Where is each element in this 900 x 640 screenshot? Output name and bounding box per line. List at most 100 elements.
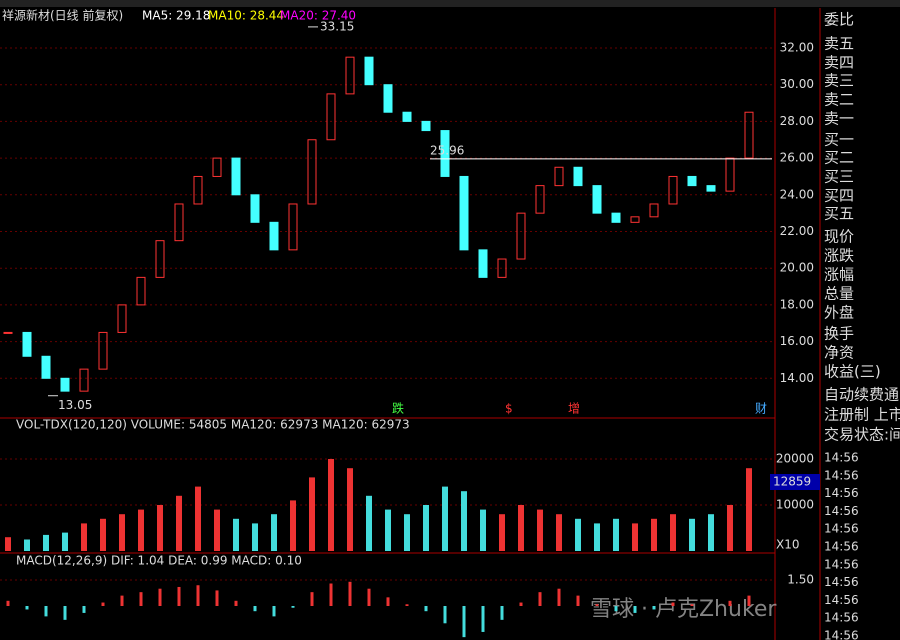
- event-marker: 增: [568, 402, 580, 416]
- candle: [744, 111, 754, 159]
- volume-bar: [5, 537, 11, 551]
- volume-bar: [518, 505, 524, 551]
- macd-bar: [272, 606, 276, 617]
- volume-title: VOL-TDX(120,120) VOLUME: 54805 MA120: 62…: [16, 418, 410, 432]
- volume-bar: [670, 514, 676, 551]
- macd-tick-label: 1.50: [787, 573, 814, 587]
- price-tick-label: 30.00: [780, 77, 814, 91]
- macd-bar: [538, 592, 542, 606]
- macd-bar: [576, 595, 580, 606]
- candle: [687, 175, 697, 187]
- macd-bar: [234, 600, 238, 606]
- side-label: 买四: [824, 187, 854, 205]
- candle: [478, 249, 488, 278]
- macd-bar: [139, 592, 143, 606]
- macd-bar: [462, 606, 466, 638]
- volume-bar: [385, 509, 391, 551]
- volume-bar: [404, 514, 410, 551]
- candle: [706, 185, 716, 192]
- side-label: 卖二: [824, 91, 854, 109]
- candle: [497, 258, 507, 278]
- low-label: 13.05: [58, 398, 92, 412]
- candle: [79, 368, 89, 392]
- side-label: 涨跌: [824, 247, 854, 265]
- candle: [22, 331, 32, 357]
- volume-bar: [480, 509, 486, 551]
- candle: [554, 166, 564, 187]
- volume-box: [770, 474, 820, 490]
- macd-bar: [120, 595, 124, 606]
- volume-bar: [309, 477, 315, 551]
- side-label: 注册制 上市: [824, 406, 900, 424]
- time-label: 14:56: [824, 575, 859, 589]
- volume-bar: [195, 486, 201, 551]
- macd-bar: [348, 581, 352, 606]
- macd-title: MACD(12,26,9) DIF: 1.04 DEA: 0.99 MACD: …: [16, 554, 302, 568]
- macd-bar: [405, 604, 409, 606]
- macd-bar: [6, 600, 10, 606]
- volume-bar: [727, 505, 733, 551]
- volume-bar: [556, 514, 562, 551]
- macd-bar: [386, 597, 390, 606]
- macd-bar: [215, 590, 219, 606]
- volume-tick-label: 20000: [776, 452, 814, 466]
- volume-bar: [613, 518, 619, 551]
- macd-bar: [652, 606, 656, 610]
- event-marker: $: [505, 402, 513, 416]
- macd-bar: [310, 592, 314, 606]
- macd-bar: [595, 604, 599, 606]
- candle: [307, 139, 317, 205]
- price-tick-label: 22.00: [780, 224, 814, 238]
- candle: [535, 185, 545, 214]
- time-label: 14:56: [824, 540, 859, 554]
- candle: [611, 212, 621, 223]
- ma20-label: MA20: 27.40: [280, 9, 356, 23]
- time-label: 14:56: [824, 629, 859, 640]
- volume-bar: [138, 509, 144, 551]
- candle: [136, 276, 146, 306]
- volume-bar: [328, 459, 334, 551]
- candle: [383, 84, 393, 113]
- candle: [592, 185, 602, 214]
- side-label: 买一: [824, 131, 854, 149]
- candle: [174, 203, 184, 242]
- top-bar: [0, 0, 900, 7]
- macd-bar: [690, 604, 694, 606]
- volume-bar: [290, 500, 296, 551]
- candle: [3, 331, 13, 334]
- volume-bar: [100, 518, 106, 551]
- side-label: 委比: [824, 11, 854, 29]
- macd-bar: [424, 606, 428, 612]
- volume-bar: [708, 514, 714, 551]
- volume-tick-label: 10000: [776, 498, 814, 512]
- side-label: 收益(三): [824, 363, 881, 381]
- macd-bar: [500, 606, 504, 620]
- candle: [345, 56, 355, 95]
- candle: [117, 304, 127, 333]
- candle: [326, 93, 336, 141]
- side-label: 总量: [824, 285, 854, 303]
- price-tick-label: 14.00: [780, 371, 814, 385]
- side-label: 买二: [824, 149, 854, 167]
- volume-bar: [746, 468, 752, 551]
- candle: [364, 56, 374, 86]
- time-label: 14:56: [824, 611, 859, 625]
- macd-bar: [253, 606, 257, 612]
- level-label: 25.96: [430, 143, 464, 157]
- side-label: 外盘: [824, 304, 854, 322]
- price-tick-label: 28.00: [780, 114, 814, 128]
- candle: [649, 203, 659, 218]
- volume-bar: [632, 523, 638, 551]
- macd-bar: [101, 602, 105, 606]
- volume-bar: [575, 518, 581, 551]
- price-tick-label: 24.00: [780, 187, 814, 201]
- candle: [250, 194, 260, 223]
- volume-bar: [461, 491, 467, 551]
- volume-bar: [366, 495, 372, 551]
- candle: [630, 216, 640, 223]
- macd-bar: [671, 602, 675, 606]
- candle: [573, 166, 583, 187]
- volume-bar: [43, 534, 49, 551]
- macd-bar: [63, 606, 67, 620]
- time-label: 14:56: [824, 451, 859, 465]
